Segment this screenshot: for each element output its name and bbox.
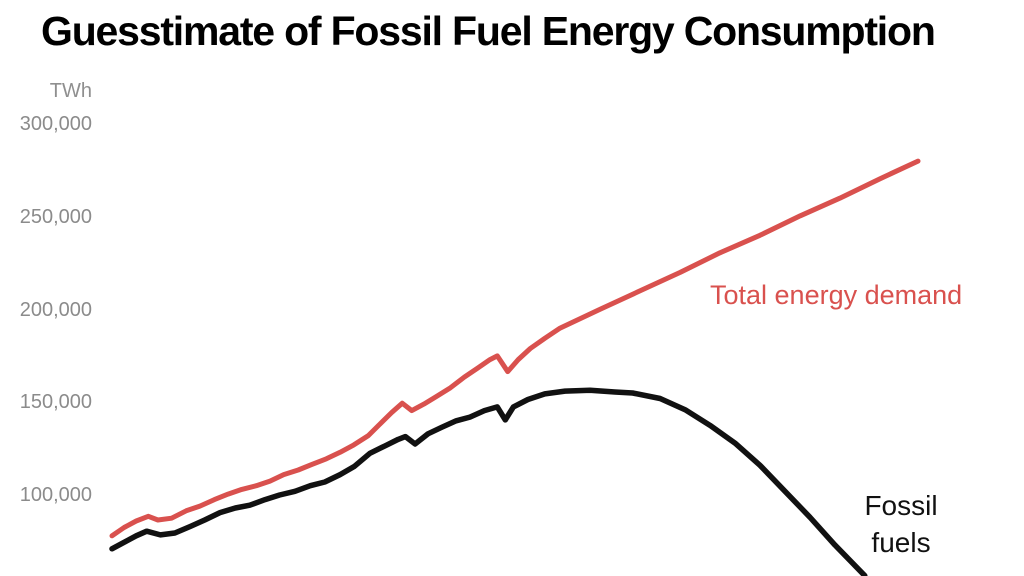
total-energy-demand-line xyxy=(109,158,921,539)
fossil-fuels-line xyxy=(109,387,868,576)
y-tick-100000: 100,000 xyxy=(19,484,92,506)
chart-title: Guesstimate of Fossil Fuel Energy Consum… xyxy=(41,8,936,54)
y-tick-300000: 300,000 xyxy=(19,113,92,135)
y-axis-unit-label: TWh xyxy=(49,80,92,102)
y-tick-150000: 150,000 xyxy=(19,391,92,413)
total-energy-demand-label: Total energy demand xyxy=(710,280,963,310)
y-tick-200000: 200,000 xyxy=(19,299,92,321)
fossil-fuels-label: Fossil fuels xyxy=(864,490,938,558)
y-tick-250000: 250,000 xyxy=(19,206,92,228)
